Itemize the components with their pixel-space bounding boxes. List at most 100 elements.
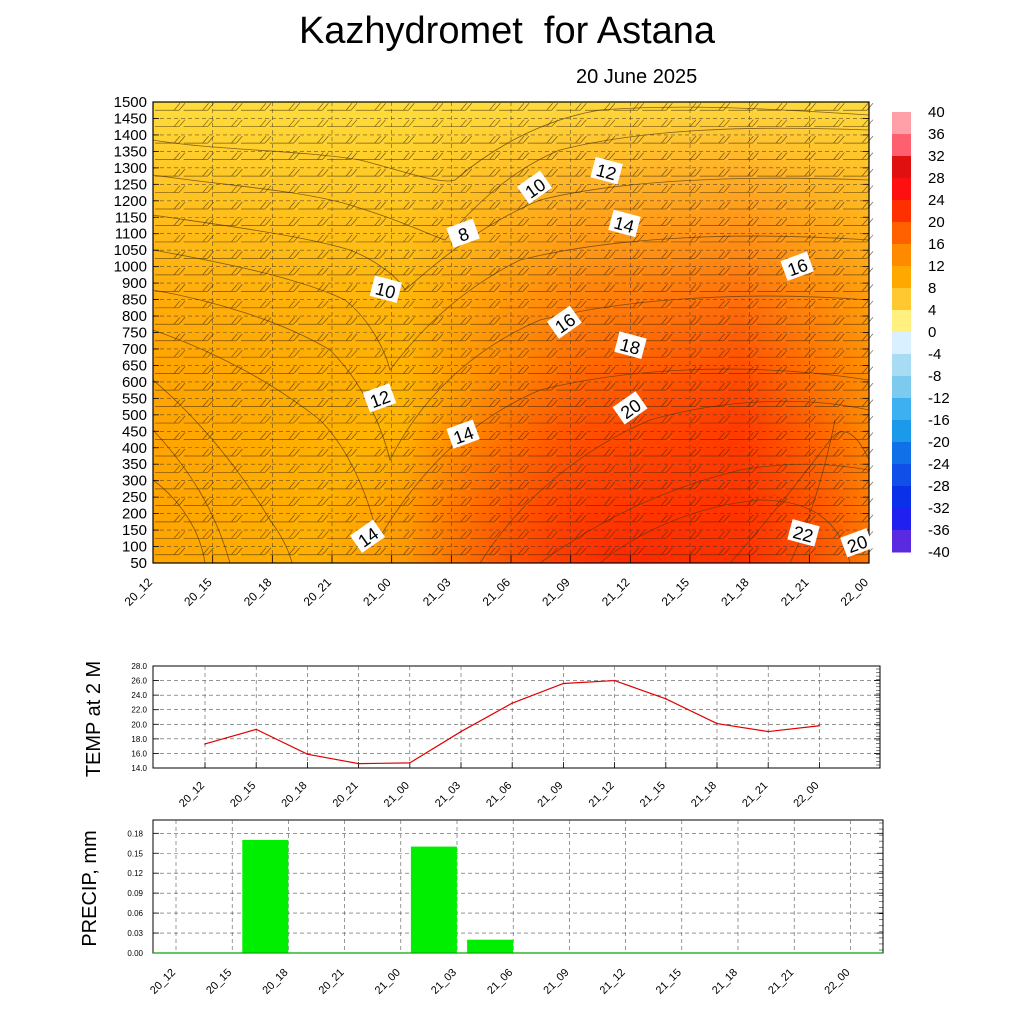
colorbar-label: -24 bbox=[928, 456, 950, 473]
contour-label-box bbox=[517, 170, 553, 204]
wind-barb bbox=[728, 267, 759, 276]
wind-barb bbox=[613, 498, 644, 506]
wind-barb bbox=[241, 547, 272, 556]
colorbar-segment bbox=[892, 354, 911, 377]
wind-barb bbox=[613, 119, 644, 128]
wind-barb bbox=[699, 415, 730, 424]
wind-barb bbox=[699, 218, 730, 226]
wind-barb bbox=[470, 481, 501, 490]
wind-barb bbox=[642, 399, 673, 407]
wind-barb bbox=[355, 185, 386, 193]
wind-barb bbox=[556, 382, 587, 391]
wind-barb bbox=[527, 382, 558, 391]
wind-barb bbox=[155, 185, 186, 193]
wind-barb bbox=[785, 135, 816, 144]
wind-barb bbox=[843, 284, 874, 292]
wind-barb bbox=[642, 300, 673, 309]
precipitation-x-tick-label: 21_09 bbox=[541, 967, 571, 997]
wind-barb bbox=[441, 465, 472, 473]
wind-barb bbox=[843, 135, 874, 144]
temperature-x-tick-label: 21_09 bbox=[535, 780, 565, 810]
wind-barb bbox=[671, 135, 702, 144]
wind-barb bbox=[384, 234, 415, 243]
contour-lines bbox=[152, 106, 870, 564]
wind-barb bbox=[757, 349, 788, 358]
wind-barb bbox=[613, 284, 644, 292]
wind-barb bbox=[642, 432, 673, 440]
wind-barb bbox=[212, 152, 243, 160]
wind-barb bbox=[613, 185, 644, 193]
wind-barb bbox=[527, 514, 558, 523]
precipitation-x-tick-label: 22_00 bbox=[822, 967, 852, 997]
wind-barb bbox=[785, 333, 816, 342]
wind-barb bbox=[441, 349, 472, 358]
wind-barb bbox=[671, 185, 702, 193]
wind-barb bbox=[785, 465, 816, 473]
wind-barb bbox=[241, 300, 272, 309]
wind-barb bbox=[384, 465, 415, 473]
wind-barb bbox=[757, 135, 788, 144]
wind-barb bbox=[212, 300, 243, 309]
wind-barb bbox=[757, 531, 788, 539]
wind-barb bbox=[699, 465, 730, 473]
wind-barb bbox=[843, 251, 874, 259]
wind-barb bbox=[298, 415, 329, 424]
wind-barb bbox=[556, 366, 587, 375]
wind-barb bbox=[384, 514, 415, 523]
wind-barb bbox=[728, 531, 759, 539]
contour-label-box bbox=[446, 218, 480, 248]
wind-barb bbox=[441, 366, 472, 375]
wind-barb bbox=[499, 267, 530, 276]
wind-barb bbox=[556, 514, 587, 523]
x-tick-label: 21_12 bbox=[599, 575, 633, 609]
wind-barb bbox=[499, 415, 530, 424]
wind-barb bbox=[728, 317, 759, 325]
temperature-point bbox=[562, 682, 565, 685]
y-tick-label: 1300 bbox=[114, 160, 147, 177]
wind-barb bbox=[413, 415, 444, 424]
wind-barb bbox=[298, 547, 329, 556]
wind-barb bbox=[843, 432, 874, 440]
wind-barb bbox=[355, 432, 386, 440]
wind-barb bbox=[441, 267, 472, 276]
wind-barb bbox=[241, 103, 272, 111]
wind-barb bbox=[785, 415, 816, 424]
wind-barb bbox=[699, 234, 730, 243]
wind-barb bbox=[269, 366, 300, 375]
wind-barb bbox=[298, 399, 329, 407]
wind-barb bbox=[757, 152, 788, 160]
wind-barb bbox=[785, 498, 816, 506]
wind-barb bbox=[155, 448, 186, 457]
wind-barb bbox=[699, 366, 730, 375]
wind-barb bbox=[671, 498, 702, 506]
wind-barb bbox=[413, 234, 444, 243]
wind-barb bbox=[470, 168, 501, 177]
wind-barb bbox=[470, 234, 501, 243]
wind-barb bbox=[241, 284, 272, 292]
wind-barb bbox=[527, 531, 558, 539]
wind-barb bbox=[728, 514, 759, 523]
wind-barb bbox=[441, 201, 472, 210]
wind-barb bbox=[212, 267, 243, 276]
wind-barb bbox=[699, 284, 730, 292]
wind-barb bbox=[298, 432, 329, 440]
wind-barb bbox=[785, 399, 816, 407]
wind-barb bbox=[642, 498, 673, 506]
wind-barb bbox=[699, 185, 730, 193]
wind-barb bbox=[355, 481, 386, 490]
colorbar-label: -16 bbox=[928, 412, 950, 429]
wind-barb bbox=[384, 349, 415, 358]
wind-barb bbox=[298, 382, 329, 391]
wind-barb bbox=[355, 201, 386, 210]
wind-barb bbox=[613, 267, 644, 276]
wind-barb bbox=[212, 465, 243, 473]
wind-barb bbox=[155, 152, 186, 160]
wind-barb bbox=[355, 152, 386, 160]
wind-barb bbox=[327, 251, 358, 259]
wind-barb bbox=[757, 119, 788, 128]
wind-barb bbox=[585, 251, 616, 259]
wind-barb bbox=[814, 498, 845, 506]
wind-barb bbox=[183, 218, 214, 226]
wind-barb bbox=[556, 168, 587, 177]
colorbar-label: -28 bbox=[928, 478, 950, 495]
